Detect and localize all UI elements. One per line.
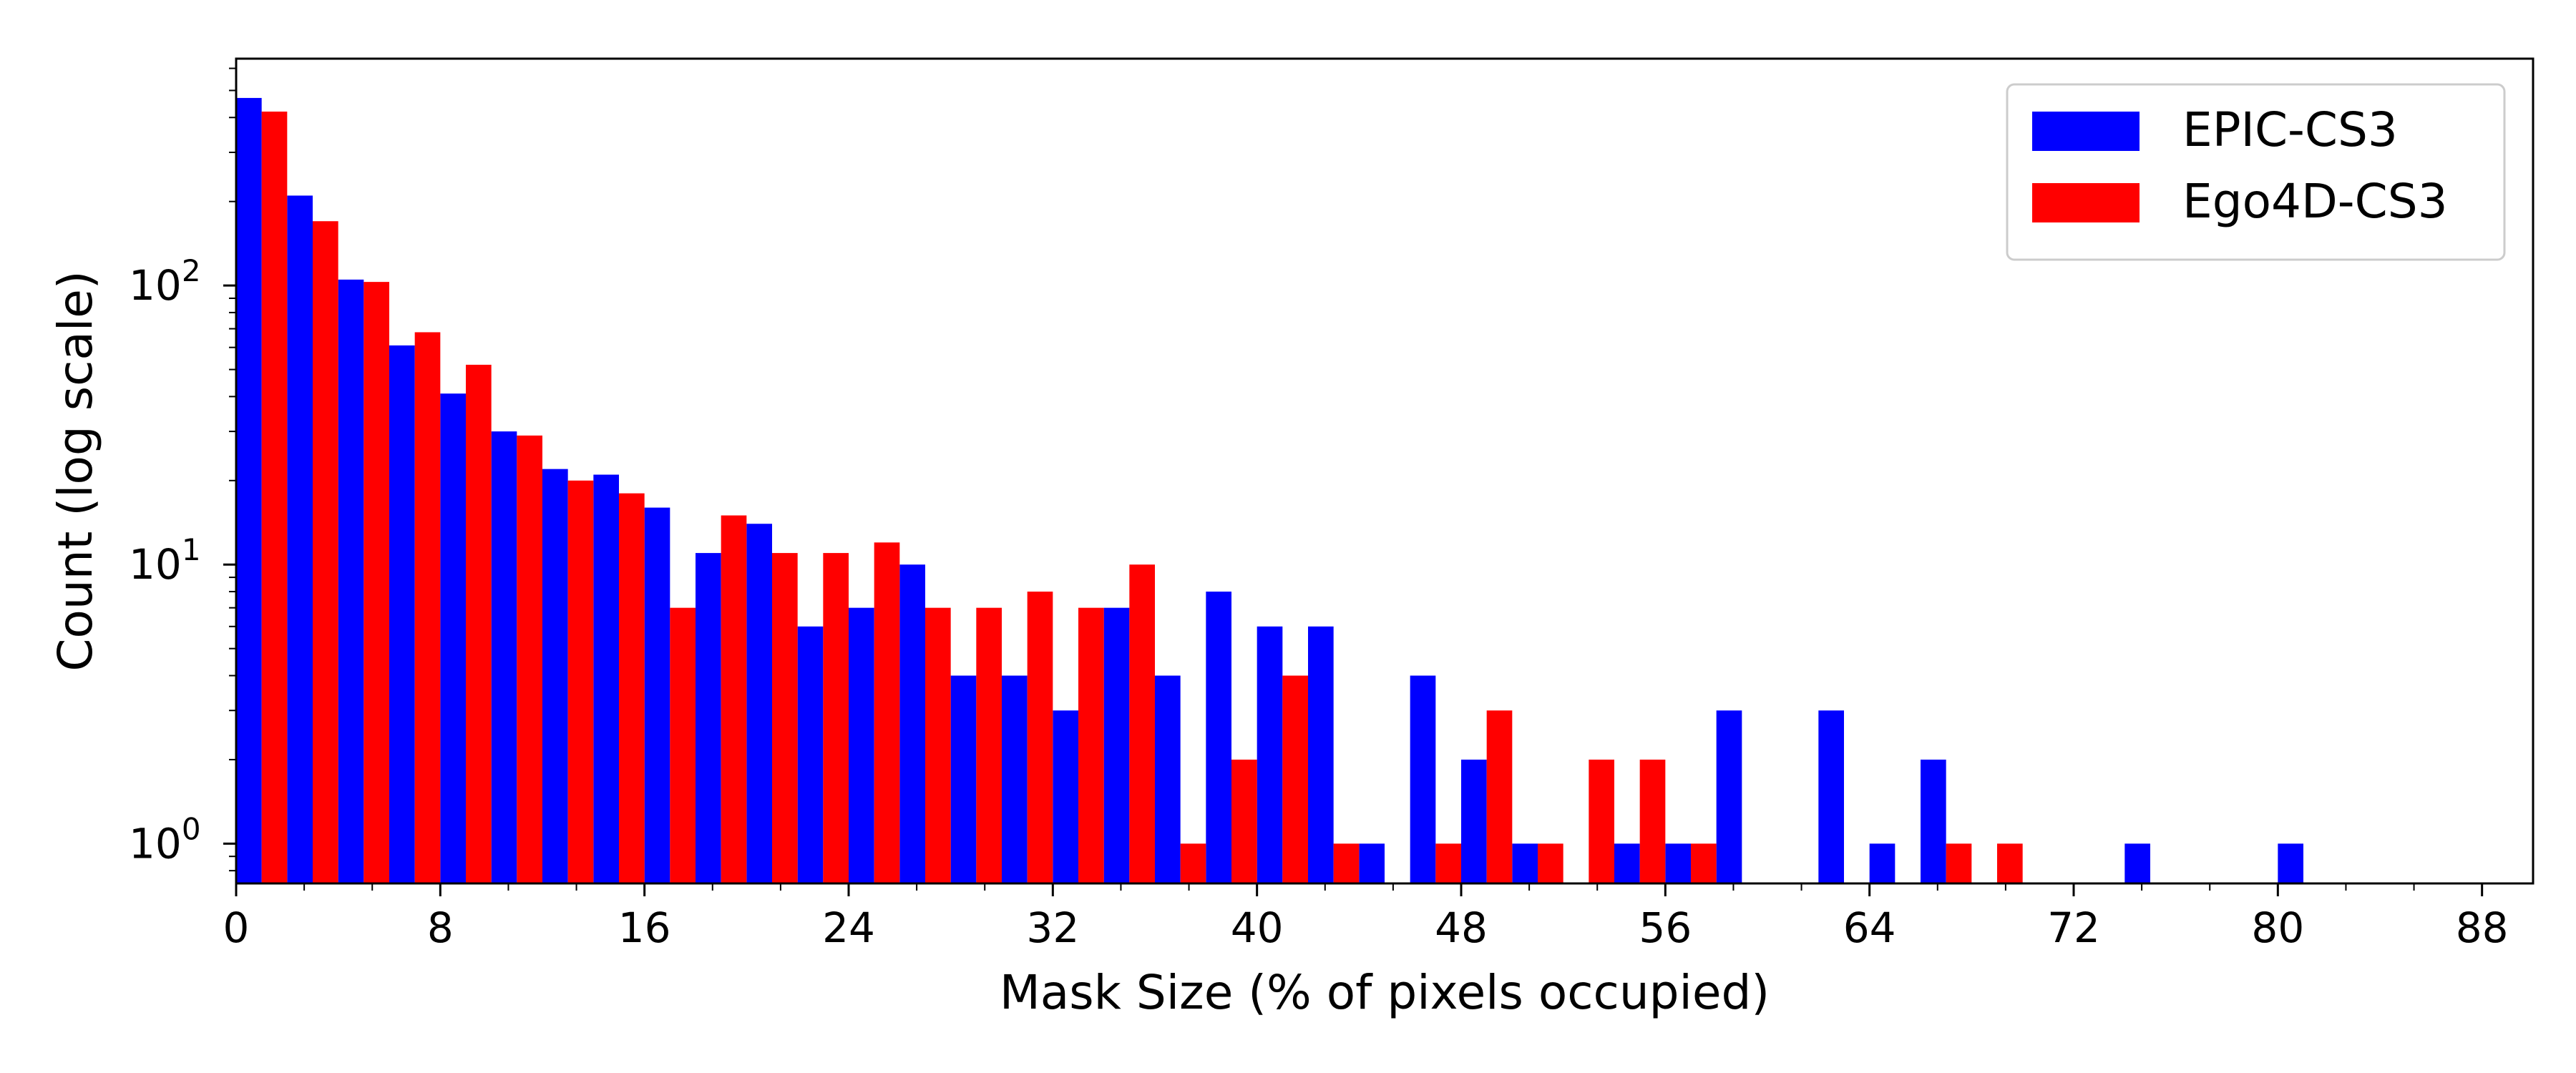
bar-ego4d-cs3-4 xyxy=(364,282,389,883)
bar-ego4d-cs3-20 xyxy=(772,553,798,883)
x-tick-label: 88 xyxy=(2456,903,2509,952)
bar-epic-cs3-34 xyxy=(1103,607,1130,883)
bar-ego4d-cs3-18 xyxy=(721,515,747,883)
x-axis-label: Mask Size (% of pixels occupied) xyxy=(1000,965,1770,1020)
legend: EPIC-CS3 Ego4D-CS3 xyxy=(2006,83,2506,261)
bar-ego4d-cs3-38 xyxy=(1231,759,1257,883)
bar-ego4d-cs3-14 xyxy=(619,493,645,883)
y-tick-base: 10 xyxy=(129,819,182,868)
bar-epic-cs3-58 xyxy=(1716,710,1742,883)
bar-epic-cs3-18 xyxy=(696,553,721,883)
bar-epic-cs3-38 xyxy=(1206,592,1231,883)
bar-epic-cs3-66 xyxy=(1921,759,1946,883)
bar-epic-cs3-6 xyxy=(389,345,415,884)
bar-ego4d-cs3-22 xyxy=(823,553,849,883)
bar-ego4d-cs3-6 xyxy=(414,332,441,883)
bar-epic-cs3-74 xyxy=(2124,843,2150,883)
bar-ego4d-cs3-34 xyxy=(1129,564,1155,883)
bar-ego4d-cs3-50 xyxy=(1538,843,1563,883)
y-tick-base: 10 xyxy=(129,261,182,310)
x-axis: 0 8 16 24 32 40 48 56 64 72 80 88 xyxy=(223,883,2509,952)
bar-epic-cs3-54 xyxy=(1614,843,1640,883)
bar-epic-cs3-28 xyxy=(950,675,977,883)
bar-epic-cs3-64 xyxy=(1869,843,1896,883)
bar-epic-cs3-10 xyxy=(491,431,517,883)
bar-epic-cs3-0 xyxy=(236,97,262,883)
x-tick-label: 8 xyxy=(427,903,454,952)
bar-ego4d-cs3-40 xyxy=(1282,675,1308,883)
bar-epic-cs3-8 xyxy=(440,393,466,883)
y-tick-label: 100 xyxy=(129,811,201,868)
bar-ego4d-cs3-36 xyxy=(1180,843,1206,883)
bar-epic-cs3-46 xyxy=(1410,675,1436,883)
bar-ego4d-cs3-66 xyxy=(1946,843,1972,883)
bar-epic-cs3-20 xyxy=(746,524,772,883)
bar-ego4d-cs3-42 xyxy=(1333,843,1360,883)
bar-epic-cs3-50 xyxy=(1512,843,1538,883)
y-tick-exponent: 2 xyxy=(182,253,201,288)
bar-epic-cs3-32 xyxy=(1053,710,1078,883)
bar-epic-cs3-56 xyxy=(1665,843,1691,883)
bar-ego4d-cs3-2 xyxy=(313,221,338,884)
bar-ego4d-cs3-52 xyxy=(1589,759,1614,883)
y-axis-label: Count (log scale) xyxy=(48,270,103,671)
bar-epic-cs3-62 xyxy=(1818,710,1844,883)
bar-ego4d-cs3-68 xyxy=(1997,843,2023,883)
bar-epic-cs3-30 xyxy=(1002,675,1028,883)
bar-ego4d-cs3-0 xyxy=(261,111,288,883)
bar-ego4d-cs3-26 xyxy=(925,607,951,883)
x-tick-label: 24 xyxy=(822,903,875,952)
bar-epic-cs3-14 xyxy=(593,474,619,883)
bar-ego4d-cs3-12 xyxy=(567,480,594,883)
x-tick-label: 64 xyxy=(1843,903,1896,952)
y-tick-base: 10 xyxy=(129,540,182,589)
bar-ego4d-cs3-10 xyxy=(517,435,542,883)
legend-swatch-ego4d-cs3 xyxy=(2032,183,2140,222)
legend-swatch-epic-cs3 xyxy=(2032,112,2140,151)
bar-epic-cs3-4 xyxy=(338,279,364,884)
x-tick-label: 32 xyxy=(1026,903,1079,952)
x-tick-label: 48 xyxy=(1435,903,1488,952)
bar-ego4d-cs3-32 xyxy=(1078,607,1104,883)
bar-epic-cs3-2 xyxy=(287,195,313,883)
bar-epic-cs3-44 xyxy=(1359,843,1385,883)
bar-ego4d-cs3-48 xyxy=(1486,710,1513,883)
bars-layer xyxy=(236,97,2303,884)
bar-epic-cs3-36 xyxy=(1155,675,1181,883)
x-tick-label: 72 xyxy=(2047,903,2100,952)
bar-epic-cs3-22 xyxy=(797,626,824,883)
y-tick-exponent: 0 xyxy=(182,811,201,846)
bar-epic-cs3-42 xyxy=(1308,626,1334,883)
bar-epic-cs3-80 xyxy=(2278,843,2303,883)
x-tick-label: 80 xyxy=(2251,903,2304,952)
bar-epic-cs3-16 xyxy=(644,507,670,883)
bar-epic-cs3-40 xyxy=(1257,626,1283,883)
bar-epic-cs3-12 xyxy=(542,469,568,883)
y-tick-label: 102 xyxy=(129,253,201,310)
bar-ego4d-cs3-28 xyxy=(976,607,1002,883)
y-tick-label: 101 xyxy=(129,532,201,589)
bar-ego4d-cs3-54 xyxy=(1639,759,1666,883)
x-tick-label: 16 xyxy=(618,903,671,952)
plot-frame xyxy=(235,57,2534,885)
y-tick-exponent: 1 xyxy=(182,532,201,567)
bar-ego4d-cs3-16 xyxy=(670,607,696,883)
bar-ego4d-cs3-24 xyxy=(874,542,900,883)
x-tick-label: 40 xyxy=(1231,903,1284,952)
bar-epic-cs3-48 xyxy=(1461,759,1487,883)
x-tick-label: 0 xyxy=(223,903,250,952)
bar-ego4d-cs3-30 xyxy=(1027,592,1053,883)
x-tick-label: 56 xyxy=(1639,903,1692,952)
bar-ego4d-cs3-46 xyxy=(1435,843,1461,883)
bar-epic-cs3-24 xyxy=(849,607,874,883)
legend-label: Ego4D-CS3 xyxy=(2182,174,2448,229)
legend-label: EPIC-CS3 xyxy=(2182,102,2398,157)
bar-ego4d-cs3-8 xyxy=(466,364,492,884)
bar-epic-cs3-26 xyxy=(899,564,925,883)
bar-ego4d-cs3-56 xyxy=(1691,843,1717,883)
